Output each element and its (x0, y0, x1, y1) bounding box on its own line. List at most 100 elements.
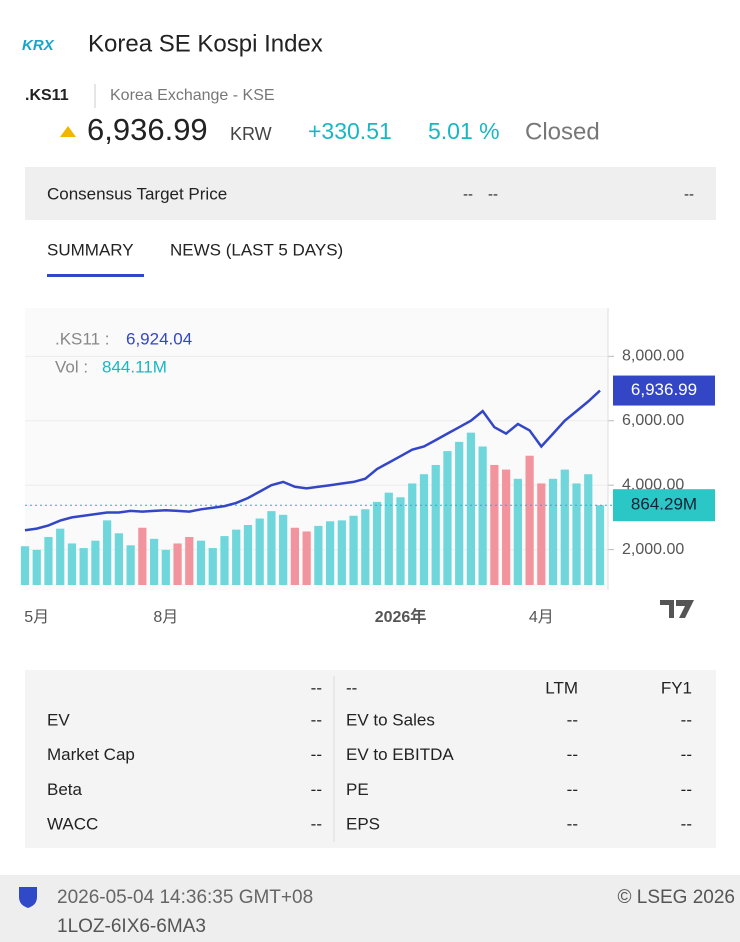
volume-bar (584, 474, 593, 585)
table: -- -- LTM FY1 EV -- EV to Sales -- -- Market Cap -… (47, 678, 692, 833)
table-cell: Beta (47, 780, 83, 799)
logo: KRX (22, 37, 55, 54)
volume-bar (537, 483, 546, 585)
volume-bar (419, 474, 429, 585)
price: 6,936.99 (87, 112, 208, 147)
table-cell: -- (681, 815, 692, 834)
y-tick-label: 4,000.00 (622, 476, 684, 493)
table-cell: -- (567, 815, 578, 834)
volume-bar (79, 548, 88, 585)
table-cell: -- (311, 815, 322, 834)
volume-bar (255, 518, 264, 585)
price-line (24, 389, 601, 532)
table-cell: -- (567, 745, 578, 764)
tab[interactable]: NEWS (LAST 5 DAYS) (170, 240, 343, 259)
y-tick-label: 6,000.00 (622, 412, 684, 429)
volume-bar (91, 540, 100, 585)
table-cell: -- (311, 710, 322, 729)
table-cell: -- (567, 710, 578, 729)
price-tag: 6,936.99 (631, 380, 697, 399)
tab-underline (47, 274, 144, 277)
table-cell: PE (346, 780, 369, 799)
volume-bar (185, 536, 194, 585)
volume-bar (595, 505, 605, 585)
consensus-value: -- (684, 186, 694, 203)
x-tick-label: 8月 (153, 609, 178, 626)
table-cell: EV to EBITDA (346, 745, 454, 764)
volume-bar (572, 483, 581, 585)
change-pct: 5.01 % (428, 118, 500, 144)
table-box (25, 670, 716, 848)
code: 1LOZ-6IX6-6MA3 (57, 916, 206, 937)
volume-bar (267, 511, 276, 585)
copyright: © LSEG 2026 (617, 887, 735, 908)
volume-bar (232, 529, 241, 585)
volume-bar (314, 525, 323, 585)
shield-icon (19, 887, 37, 908)
table-cell: EV (47, 710, 70, 729)
tab[interactable]: SUMMARY (47, 240, 134, 259)
x-tick-label: 4月 (529, 609, 554, 626)
volume-bar (466, 432, 476, 585)
volume-bar (337, 520, 346, 585)
volume-bar (114, 533, 123, 585)
chart: 2,000.00 4,000.00 6,000.00 8,000.00 6,936.99… (20, 308, 715, 626)
volume-tag-box (613, 489, 715, 522)
y-tick-label: 2,000.00 (622, 541, 684, 558)
table-cell: EV to Sales (346, 710, 435, 729)
ticker: .KS11 (25, 87, 69, 104)
exchange: Korea Exchange - KSE (110, 87, 275, 104)
table-cell: WACC (47, 815, 98, 834)
volume-bar (396, 497, 405, 585)
volume-bar (560, 469, 569, 585)
volume-bar (138, 527, 147, 585)
volume-bar (372, 501, 382, 585)
currency: KRW (230, 124, 272, 144)
table-header: LTM (545, 678, 578, 697)
change: +330.51 (308, 118, 392, 144)
up-arrow (60, 126, 76, 137)
volume-bar (67, 543, 77, 585)
volume-bar (103, 520, 112, 585)
volume-bar (44, 536, 53, 585)
consensus-value: -- (488, 186, 498, 203)
volume-bar (548, 478, 558, 585)
legend-name: .KS11 : (55, 329, 110, 348)
volume-bar (325, 521, 335, 585)
volume-bar (173, 543, 182, 585)
volume-bar (349, 515, 358, 585)
table-header: FY1 (661, 678, 692, 697)
volume-bar (455, 441, 464, 585)
volume-bar (513, 478, 522, 585)
volume-bar (361, 509, 370, 585)
table-cell: Market Cap (47, 745, 135, 764)
volume-bar (208, 548, 217, 585)
table-header: -- (311, 678, 322, 697)
table-header: -- (346, 678, 357, 697)
price-tag-box (613, 375, 715, 406)
volume-bar (161, 549, 170, 585)
table-cell: -- (311, 745, 322, 764)
volume-bar (431, 464, 440, 585)
volume-bar (490, 464, 499, 585)
volume-tag: 864.29M (631, 495, 697, 514)
volume-bar (56, 528, 65, 585)
volume-bar (502, 469, 511, 585)
table-cell: EPS (346, 815, 380, 834)
y-tick-label: 8,000.00 (622, 348, 684, 365)
volume-bar (243, 524, 253, 585)
volume-bar (149, 538, 159, 585)
footer-box (0, 875, 740, 942)
timestamp: 2026-05-04 14:36:35 GMT+08 (57, 887, 313, 908)
consensus-box (25, 167, 716, 220)
volume-bar (290, 527, 300, 585)
volume-bar (126, 545, 135, 585)
watermark (660, 600, 694, 618)
legend-value: 844.11M (102, 357, 167, 376)
x-tick-label: 5月 (24, 609, 49, 626)
table-cell: -- (311, 780, 322, 799)
volume-bar (196, 540, 206, 585)
consensus-value: -- (463, 186, 473, 203)
table-cell: -- (681, 710, 692, 729)
